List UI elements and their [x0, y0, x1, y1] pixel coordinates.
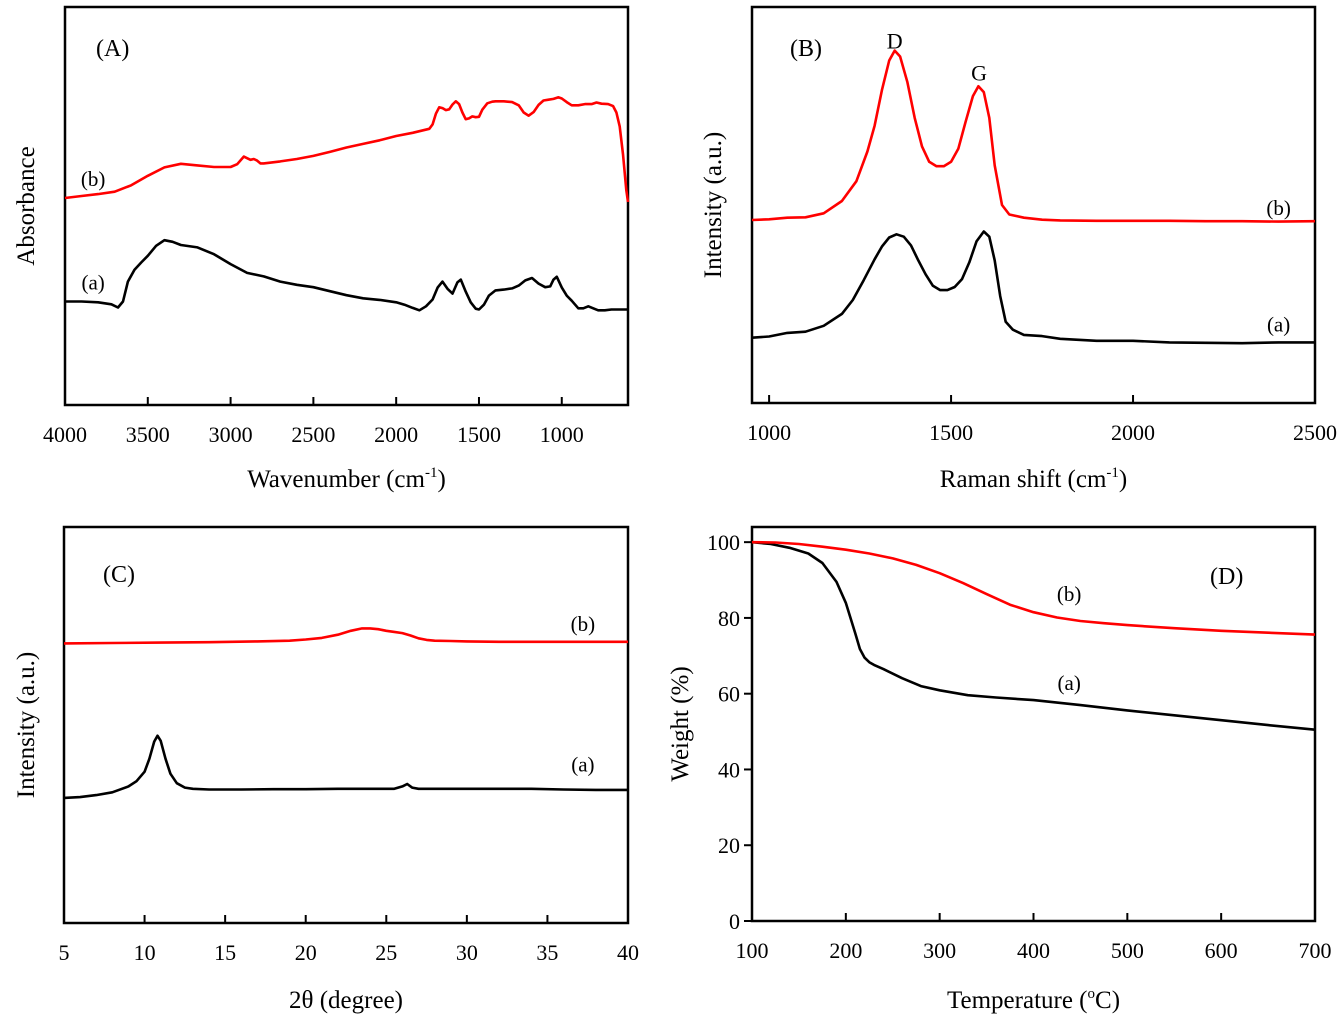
x-tick-label: 3000 — [209, 422, 253, 447]
series-label-a: (a) — [1058, 671, 1081, 695]
x-tick-label: 25 — [375, 940, 397, 965]
y-tick-label: 0 — [729, 909, 740, 934]
x-tick-label: 2000 — [374, 422, 418, 447]
panel-label-a: (A) — [96, 36, 129, 62]
x-axis-title: Temperature (oC) — [947, 986, 1120, 1014]
panel-c: 5 10 15 20 25 30 35 40 (a) (b) (C) 2θ (degree) Inten… — [13, 525, 639, 1014]
x-axis-title: 2θ (degree) — [289, 987, 403, 1014]
x-tick-label: 2500 — [1293, 420, 1337, 445]
x-axis-title-main: Temperature ( — [947, 987, 1088, 1014]
x-tick-label: 1000 — [747, 420, 791, 445]
peak-label-g: G — [971, 60, 987, 85]
panel-a: 4000 3500 3000 2500 2000 1500 1000 (a) (b) (A) Wav… — [13, 5, 630, 493]
series-label-a: (a) — [571, 753, 594, 777]
y-axis-title: Absorbance — [13, 146, 40, 265]
x-tick-label: 3500 — [126, 422, 170, 447]
x-axis-title-sup: -1 — [1106, 465, 1119, 481]
series-label-a: (a) — [1267, 313, 1290, 337]
x-tick-label: 200 — [829, 938, 862, 963]
x-tick-label: 40 — [617, 940, 639, 965]
x-axis-title-main: Wavenumber (cm — [247, 466, 425, 493]
x-axis-title-main: 2θ (degree) — [289, 987, 403, 1014]
series-label-b: (b) — [1057, 582, 1082, 606]
x-axis-title: Raman shift (cm-1) — [940, 465, 1127, 493]
x-tick-label: 400 — [1017, 938, 1050, 963]
x-tick-label: 1000 — [540, 422, 584, 447]
x-tick-label: 500 — [1111, 938, 1144, 963]
plot-frame-c — [62, 525, 630, 925]
x-tick-label: 35 — [536, 940, 558, 965]
series-label-b: (b) — [1266, 196, 1291, 220]
series-label-b: (b) — [571, 612, 596, 636]
x-tick-label: 700 — [1299, 938, 1332, 963]
x-tick-label: 15 — [214, 940, 236, 965]
x-tick-label: 2500 — [291, 422, 335, 447]
series-label-a: (a) — [81, 271, 104, 295]
series-label-b: (b) — [81, 167, 106, 191]
series-line-a — [63, 734, 628, 800]
series-line-a — [65, 238, 628, 312]
series-line-b — [64, 96, 630, 203]
panel-b: 1000 1500 2000 2500 (a) (b) D G (B) Raman shift (… — [700, 5, 1337, 493]
x-tick-label: 4000 — [43, 422, 87, 447]
series-line-b — [751, 540, 1316, 636]
x-tick-label: 300 — [923, 938, 956, 963]
x-tick-label: 30 — [456, 940, 478, 965]
y-axis-title: Intensity (a.u.) — [13, 652, 40, 798]
x-tick-label: 1500 — [457, 422, 501, 447]
series-line-a — [751, 540, 1316, 731]
x-axis-title-tail: ) — [437, 466, 445, 493]
x-axis-title-sup: o — [1088, 986, 1096, 1002]
x-axis-title: Wavenumber (cm-1) — [247, 465, 446, 493]
x-axis-title-sup: -1 — [425, 465, 438, 481]
x-tick-label: 1500 — [929, 420, 973, 445]
plot-frame-b — [750, 5, 1317, 405]
series-line-b — [63, 627, 628, 645]
peak-label-d: D — [887, 29, 903, 54]
panel-label-c: (C) — [103, 562, 135, 588]
panel-d: 100 200 300 400 500 600 700 0 20 40 60 80 100 (a) (b) (… — [667, 525, 1332, 1014]
y-tick-label: 80 — [718, 606, 740, 631]
y-axis-title: Weight (%) — [667, 666, 694, 781]
y-tick-label: 60 — [718, 682, 740, 707]
x-tick-label: 600 — [1205, 938, 1238, 963]
plot-frame-a — [63, 5, 630, 407]
x-tick-label: 5 — [59, 940, 70, 965]
x-tick-label: 2000 — [1111, 420, 1155, 445]
x-axis-title-tail: ) — [1119, 466, 1127, 493]
y-tick-label: 40 — [718, 757, 740, 782]
x-tick-label: 10 — [134, 940, 156, 965]
x-tick-label: 100 — [736, 938, 769, 963]
panel-label-b: (B) — [790, 36, 822, 62]
series-line-a — [751, 230, 1315, 345]
y-tick-label: 20 — [718, 833, 740, 858]
y-tick-label: 100 — [707, 530, 740, 555]
y-axis-title: Intensity (a.u.) — [700, 132, 727, 278]
x-tick-label: 20 — [295, 940, 317, 965]
series-line-b — [751, 49, 1316, 223]
x-axis-title-tail: C) — [1095, 987, 1120, 1014]
x-axis-title-main: Raman shift (cm — [940, 466, 1107, 493]
panel-label-d: (D) — [1210, 564, 1243, 590]
